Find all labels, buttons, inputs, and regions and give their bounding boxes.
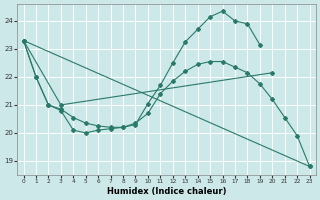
X-axis label: Humidex (Indice chaleur): Humidex (Indice chaleur) [107,187,226,196]
